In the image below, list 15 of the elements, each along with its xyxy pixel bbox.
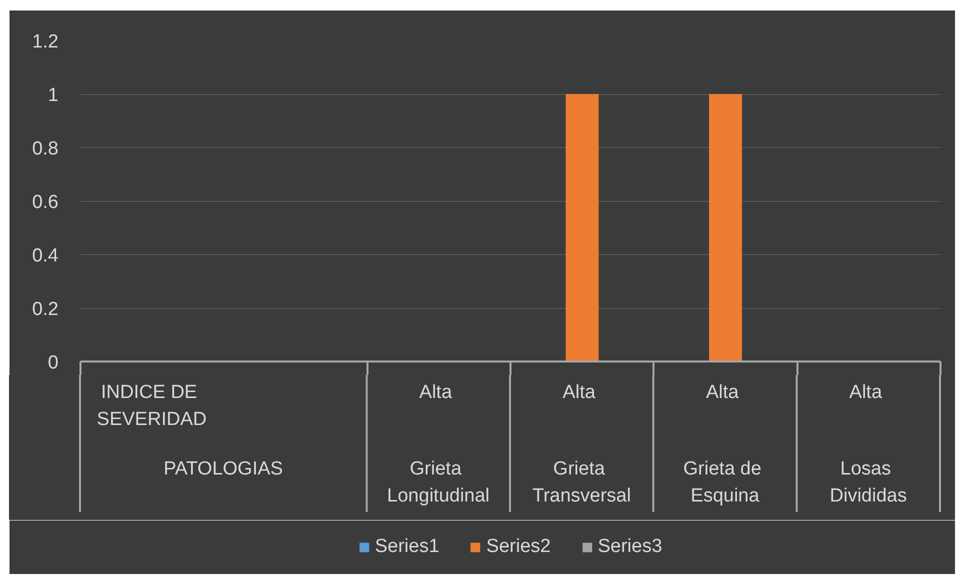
legend-label: Series3 xyxy=(598,536,662,558)
category-label: Alta Grieta Transversal xyxy=(532,382,631,506)
category-label: Alta Grieta de Esquina xyxy=(683,382,762,506)
legend-label: Series1 xyxy=(374,536,440,558)
y-tick-label: 1 xyxy=(48,85,59,106)
y-tick-label: 0.4 xyxy=(32,246,59,266)
category-label: Alta Grieta Longitudinal xyxy=(387,382,490,506)
category-label: INDICE DE SEVERIDAD PATOLOGIAS xyxy=(96,382,283,480)
y-tick-label: 0.6 xyxy=(32,192,59,213)
category-label: Alta Losas Divididas xyxy=(830,382,907,506)
y-tick-label: 0.2 xyxy=(32,299,59,320)
y-tick-label: 0 xyxy=(48,352,59,374)
y-tick-label: 0.8 xyxy=(32,138,59,160)
legend-label: Series2 xyxy=(486,536,551,558)
y-tick-label: 1.2 xyxy=(32,32,59,52)
